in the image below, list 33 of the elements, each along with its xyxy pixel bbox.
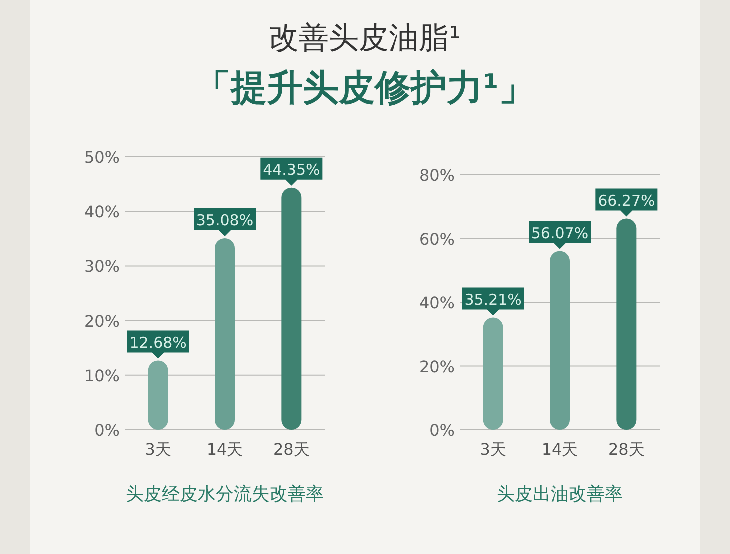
y-tick-label: 20%	[84, 312, 120, 331]
y-tick-label: 20%	[419, 357, 455, 376]
data-label: 66.27%	[598, 192, 656, 210]
data-label: 56.07%	[531, 224, 589, 242]
bar	[483, 318, 504, 430]
y-tick-label: 0%	[94, 421, 120, 440]
data-label: 44.35%	[263, 160, 320, 179]
data-label: 12.68%	[130, 334, 187, 352]
x-tick-label: 3天	[480, 440, 506, 459]
x-axis-title: 头皮出油改善率	[497, 484, 623, 505]
bar	[616, 218, 637, 430]
y-tick-label: 0%	[430, 421, 455, 440]
y-tick-label: 30%	[84, 257, 120, 276]
data-label: 35.21%	[464, 290, 522, 309]
chart-subtitle: 「提升头皮修护力¹」	[195, 68, 535, 109]
data-label: 35.08%	[196, 211, 254, 230]
x-tick-label: 14天	[206, 440, 244, 459]
bar	[550, 251, 570, 430]
y-tick-label: 40%	[419, 294, 455, 312]
y-tick-label: 60%	[419, 230, 455, 249]
x-tick-label: 14天	[542, 440, 578, 459]
x-axis-title: 头皮经皮水分流失改善率	[126, 484, 324, 505]
bar	[215, 238, 235, 430]
y-tick-label: 10%	[84, 366, 120, 386]
x-tick-label: 28天	[273, 440, 310, 459]
y-tick-label: 40%	[84, 202, 120, 222]
x-tick-label: 3天	[145, 440, 172, 459]
bar	[282, 188, 302, 430]
y-tick-label: 80%	[419, 166, 455, 185]
y-tick-label: 50%	[84, 148, 120, 167]
x-tick-label: 28天	[608, 440, 645, 459]
chart-title: 改善头皮油脂¹	[268, 21, 462, 56]
bar	[148, 360, 168, 430]
